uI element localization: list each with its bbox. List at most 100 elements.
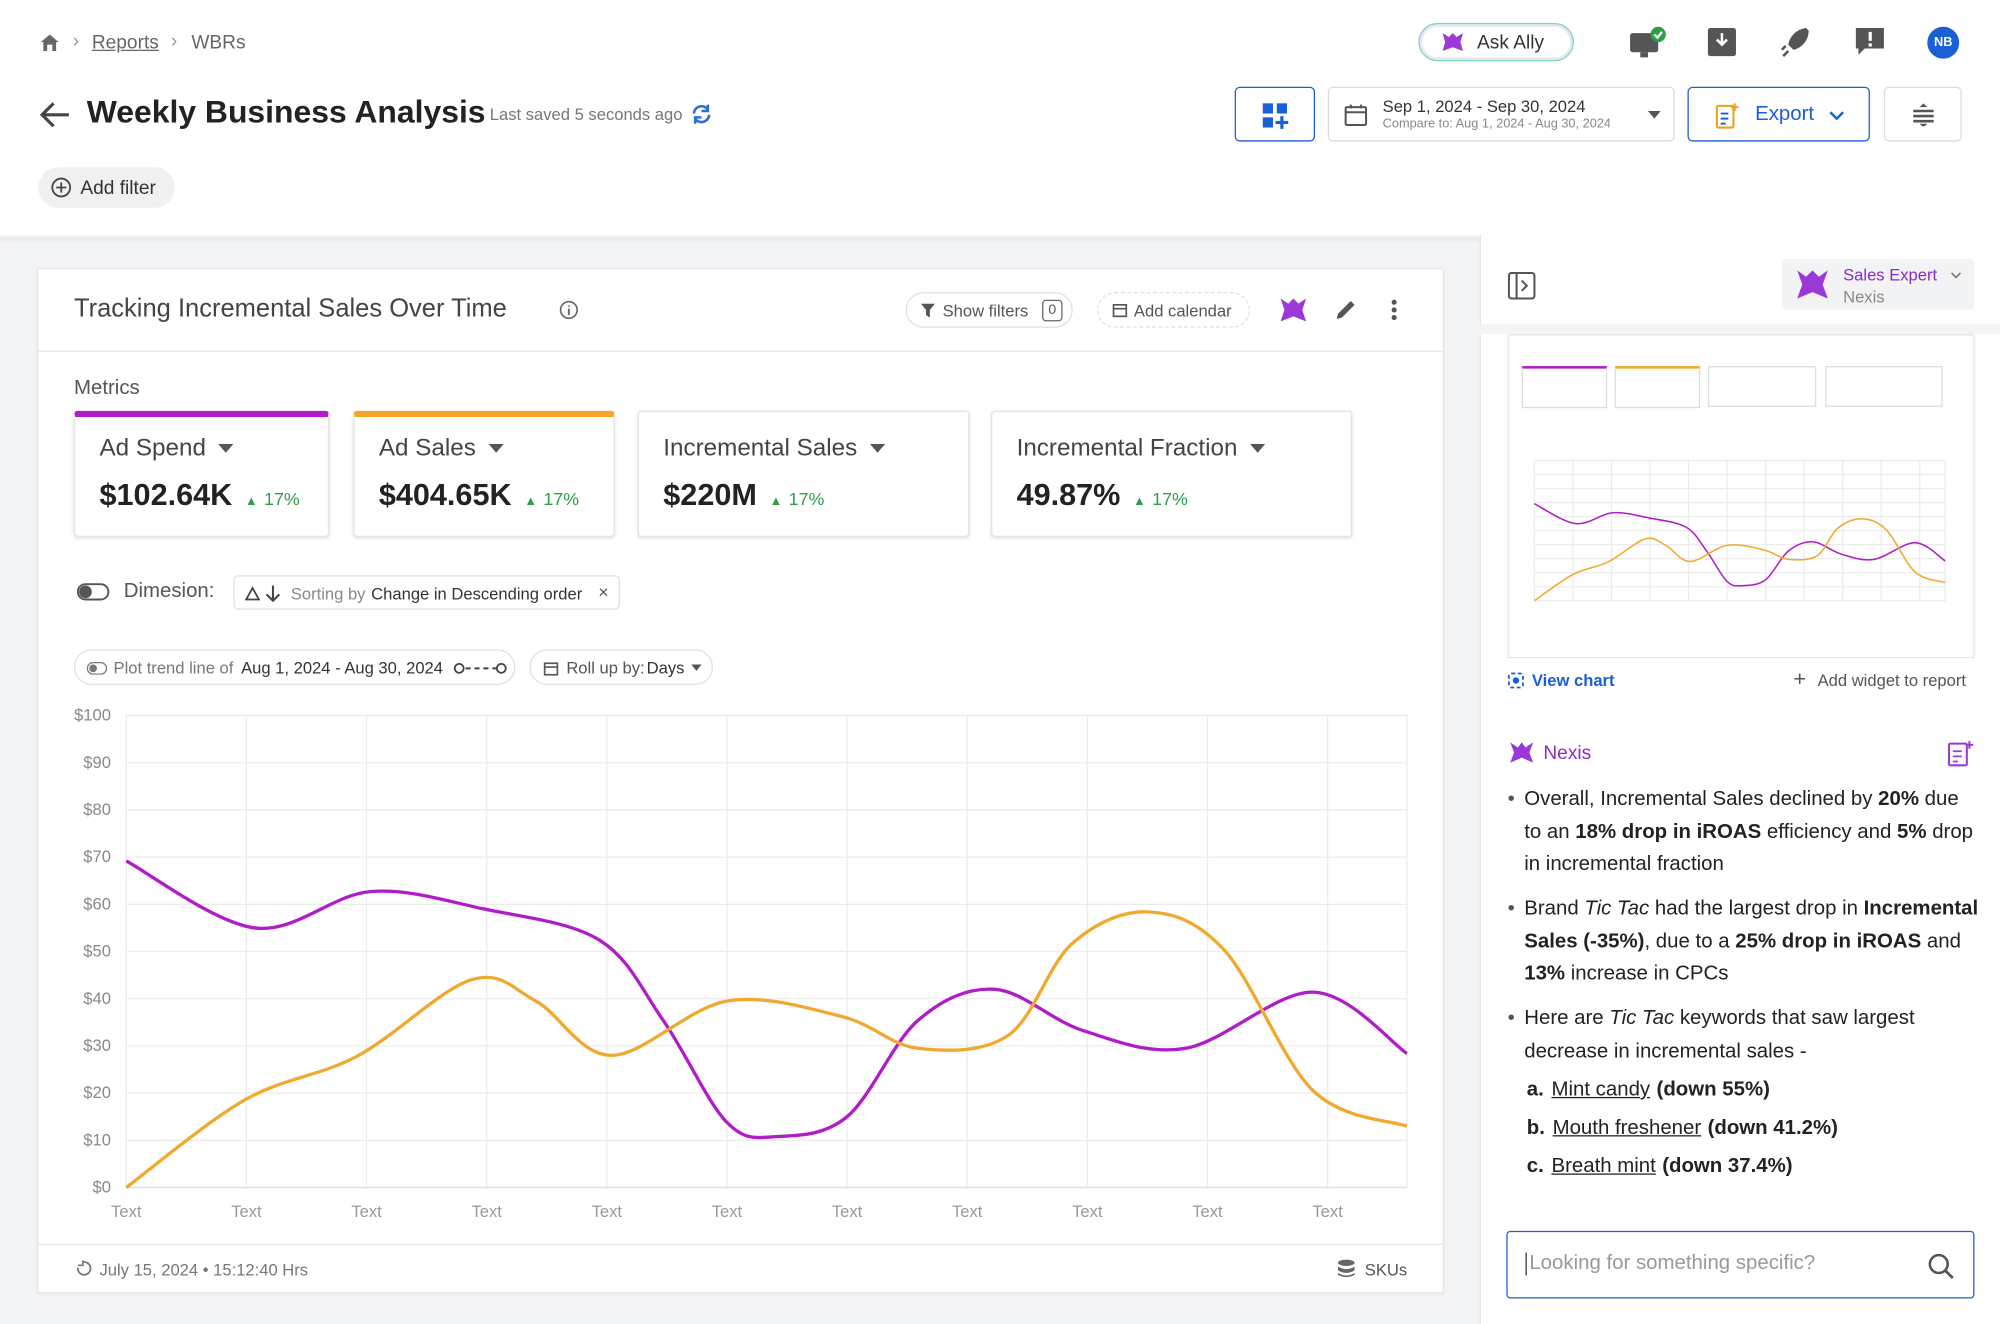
metric-card[interactable]: Incremental Fraction 49.87% ▲ 17%	[991, 410, 1353, 537]
notes-icon[interactable]	[1946, 740, 1974, 768]
archive-icon[interactable]	[1707, 26, 1738, 59]
sync-icon[interactable]	[690, 103, 713, 125]
text-segment: keywords that saw largest decrease in in…	[1524, 1007, 1915, 1062]
x-tick-label: Text	[231, 1202, 262, 1221]
keyword-item: b. Mouth freshener (down 41.2%)	[1527, 1117, 1838, 1140]
text-segment: 20%	[1878, 788, 1920, 810]
metric-value: $102.64K	[99, 478, 233, 513]
add-calendar[interactable]: Add calendar	[1096, 292, 1250, 328]
back-icon[interactable]	[38, 99, 71, 130]
search-icon[interactable]	[1927, 1253, 1955, 1281]
text-segment: increase in CPCs	[1565, 963, 1729, 985]
filter-icon	[920, 303, 935, 318]
search-box[interactable]: Looking for something specific?	[1506, 1230, 1975, 1299]
y-tick-label: $40	[83, 989, 111, 1008]
metric-value-row: $220M ▲ 17%	[663, 478, 824, 514]
export-icon	[1715, 103, 1739, 129]
metric-change-text: 17%	[1152, 488, 1188, 509]
add-widget-link[interactable]: Add widget to report	[1817, 670, 1967, 691]
rollup-label: Roll up by:	[566, 658, 645, 678]
caret-shape	[218, 443, 235, 453]
insight-bullet: • Here are Tic Tac keywords that saw larg…	[1508, 1003, 1980, 1068]
x-tick-label: Text	[1072, 1202, 1103, 1221]
rocket-icon[interactable]	[1780, 26, 1812, 59]
metric-value: 49.87%	[1016, 478, 1121, 513]
caret	[691, 664, 702, 671]
metric-change-text: 17%	[543, 488, 580, 509]
expert-selector[interactable]: Sales Expert Nexis	[1781, 258, 1975, 310]
y-tick-label: $30	[83, 1036, 111, 1055]
refresh-icon[interactable]	[75, 1260, 92, 1277]
bullet-text: Overall, Incremental Sales declined by 2…	[1524, 783, 1979, 881]
x-tick-label: Text	[712, 1202, 743, 1221]
toggle[interactable]	[76, 583, 110, 601]
home-icon[interactable]	[40, 33, 60, 52]
keyword-link[interactable]: Breath mint	[1551, 1155, 1656, 1178]
preview-card	[1825, 366, 1943, 407]
grid-add-icon	[1262, 103, 1289, 129]
monitor-icon[interactable]	[1628, 26, 1669, 62]
y-tick-label: $10	[83, 1130, 111, 1149]
metric-name: Incremental Sales	[663, 435, 886, 463]
x-tick-label: Text	[592, 1202, 623, 1221]
saved-status: Last saved 5 seconds ago	[489, 104, 683, 124]
metric-card[interactable]: Ad Sales $404.65K ▲ 17%	[353, 410, 615, 537]
metric-card[interactable]: Ad Spend $102.64K ▲ 17%	[73, 410, 330, 537]
widget-title: Tracking Incremental Sales Over Time	[73, 294, 507, 323]
info-icon[interactable]	[559, 300, 579, 320]
keyword-link[interactable]: Mouth freshener	[1552, 1117, 1702, 1140]
y-tick-label: $100	[74, 706, 111, 725]
sort-field: Change in Descending order	[371, 584, 583, 604]
show-filters[interactable]: Show filters 0	[905, 292, 1073, 328]
add-widget-button[interactable]	[1234, 86, 1316, 142]
crumb-link[interactable]: Reports	[91, 31, 159, 54]
ask-ally-button[interactable]: Ask Ally	[1418, 22, 1574, 62]
item-letter: c.	[1526, 1155, 1544, 1178]
trend-chip[interactable]: Plot trend line of Aug 1, 2024 - Aug 30,…	[73, 649, 516, 685]
metric-card[interactable]: Incremental Sales $220M ▲ 17%	[637, 410, 970, 537]
view-chart-link[interactable]: View chart	[1531, 670, 1615, 691]
up-arrow: ▲	[769, 494, 783, 509]
close-icon[interactable]: ×	[598, 581, 609, 603]
y-tick-label: $90	[83, 753, 111, 772]
avatar[interactable]: NB	[1927, 26, 1960, 59]
ask-ally-label: Ask Ally	[1477, 31, 1545, 54]
date-range: Sep 1, 2024 - Sep 30, 2024	[1382, 96, 1586, 117]
item-change: (down 55%)	[1656, 1079, 1770, 1101]
y-tick-label: $50	[83, 942, 111, 961]
export-button[interactable]: Export	[1687, 86, 1870, 142]
date-picker[interactable]: Sep 1, 2024 - Sep 30, 2024 Compare to: A…	[1327, 86, 1675, 142]
edit-icon[interactable]	[1334, 298, 1357, 321]
collapse-icon[interactable]	[1507, 271, 1536, 300]
line-chart: $0 $10 $20 $30 $40 $50 $60 $70 $80 $90 $100 Text Tex…	[74, 706, 1408, 1221]
skus-label: SKUs	[1364, 1260, 1408, 1280]
text-segment: had the largest drop in	[1649, 897, 1864, 920]
show-filters-label: Show filters	[942, 301, 1029, 321]
preview-cards	[1519, 364, 1955, 409]
more-icon[interactable]	[1388, 298, 1401, 321]
text-segment: Brand	[1524, 897, 1585, 920]
series-line	[1534, 502, 1946, 587]
divider	[36, 1243, 1444, 1245]
add-filter-button[interactable]: Add filter	[38, 167, 175, 208]
insight-bullet: • Brand Tic Tac had the largest drop in I…	[1508, 893, 1980, 991]
x-tick-label: Text	[471, 1202, 502, 1221]
caret	[1829, 111, 1845, 121]
sort-chip[interactable]: Sorting by Change in Descending order ×	[233, 575, 620, 610]
rollup-chip[interactable]: Roll up by: Days	[529, 649, 714, 685]
metric-name-text: Ad Spend	[99, 434, 206, 462]
ally-icon[interactable]	[1278, 296, 1309, 324]
caret	[1950, 272, 1962, 279]
crumb-sep: ›	[72, 30, 80, 53]
metric-change: ▲ 17%	[245, 489, 300, 509]
add-filter-label: Add filter	[80, 177, 156, 199]
text-segment: Overall, Incremental Sales declined by	[1524, 788, 1879, 810]
calendar-icon	[543, 662, 559, 676]
density-button[interactable]	[1883, 86, 1962, 142]
text-segment: 13%	[1524, 963, 1566, 985]
alert-icon[interactable]	[1855, 26, 1886, 59]
keyword-link[interactable]: Mint candy	[1551, 1079, 1651, 1101]
ally-icon	[1797, 270, 1828, 299]
metric-change: ▲ 17%	[1133, 489, 1188, 509]
trend-range: Aug 1, 2024 - Aug 30, 2024	[241, 658, 444, 678]
